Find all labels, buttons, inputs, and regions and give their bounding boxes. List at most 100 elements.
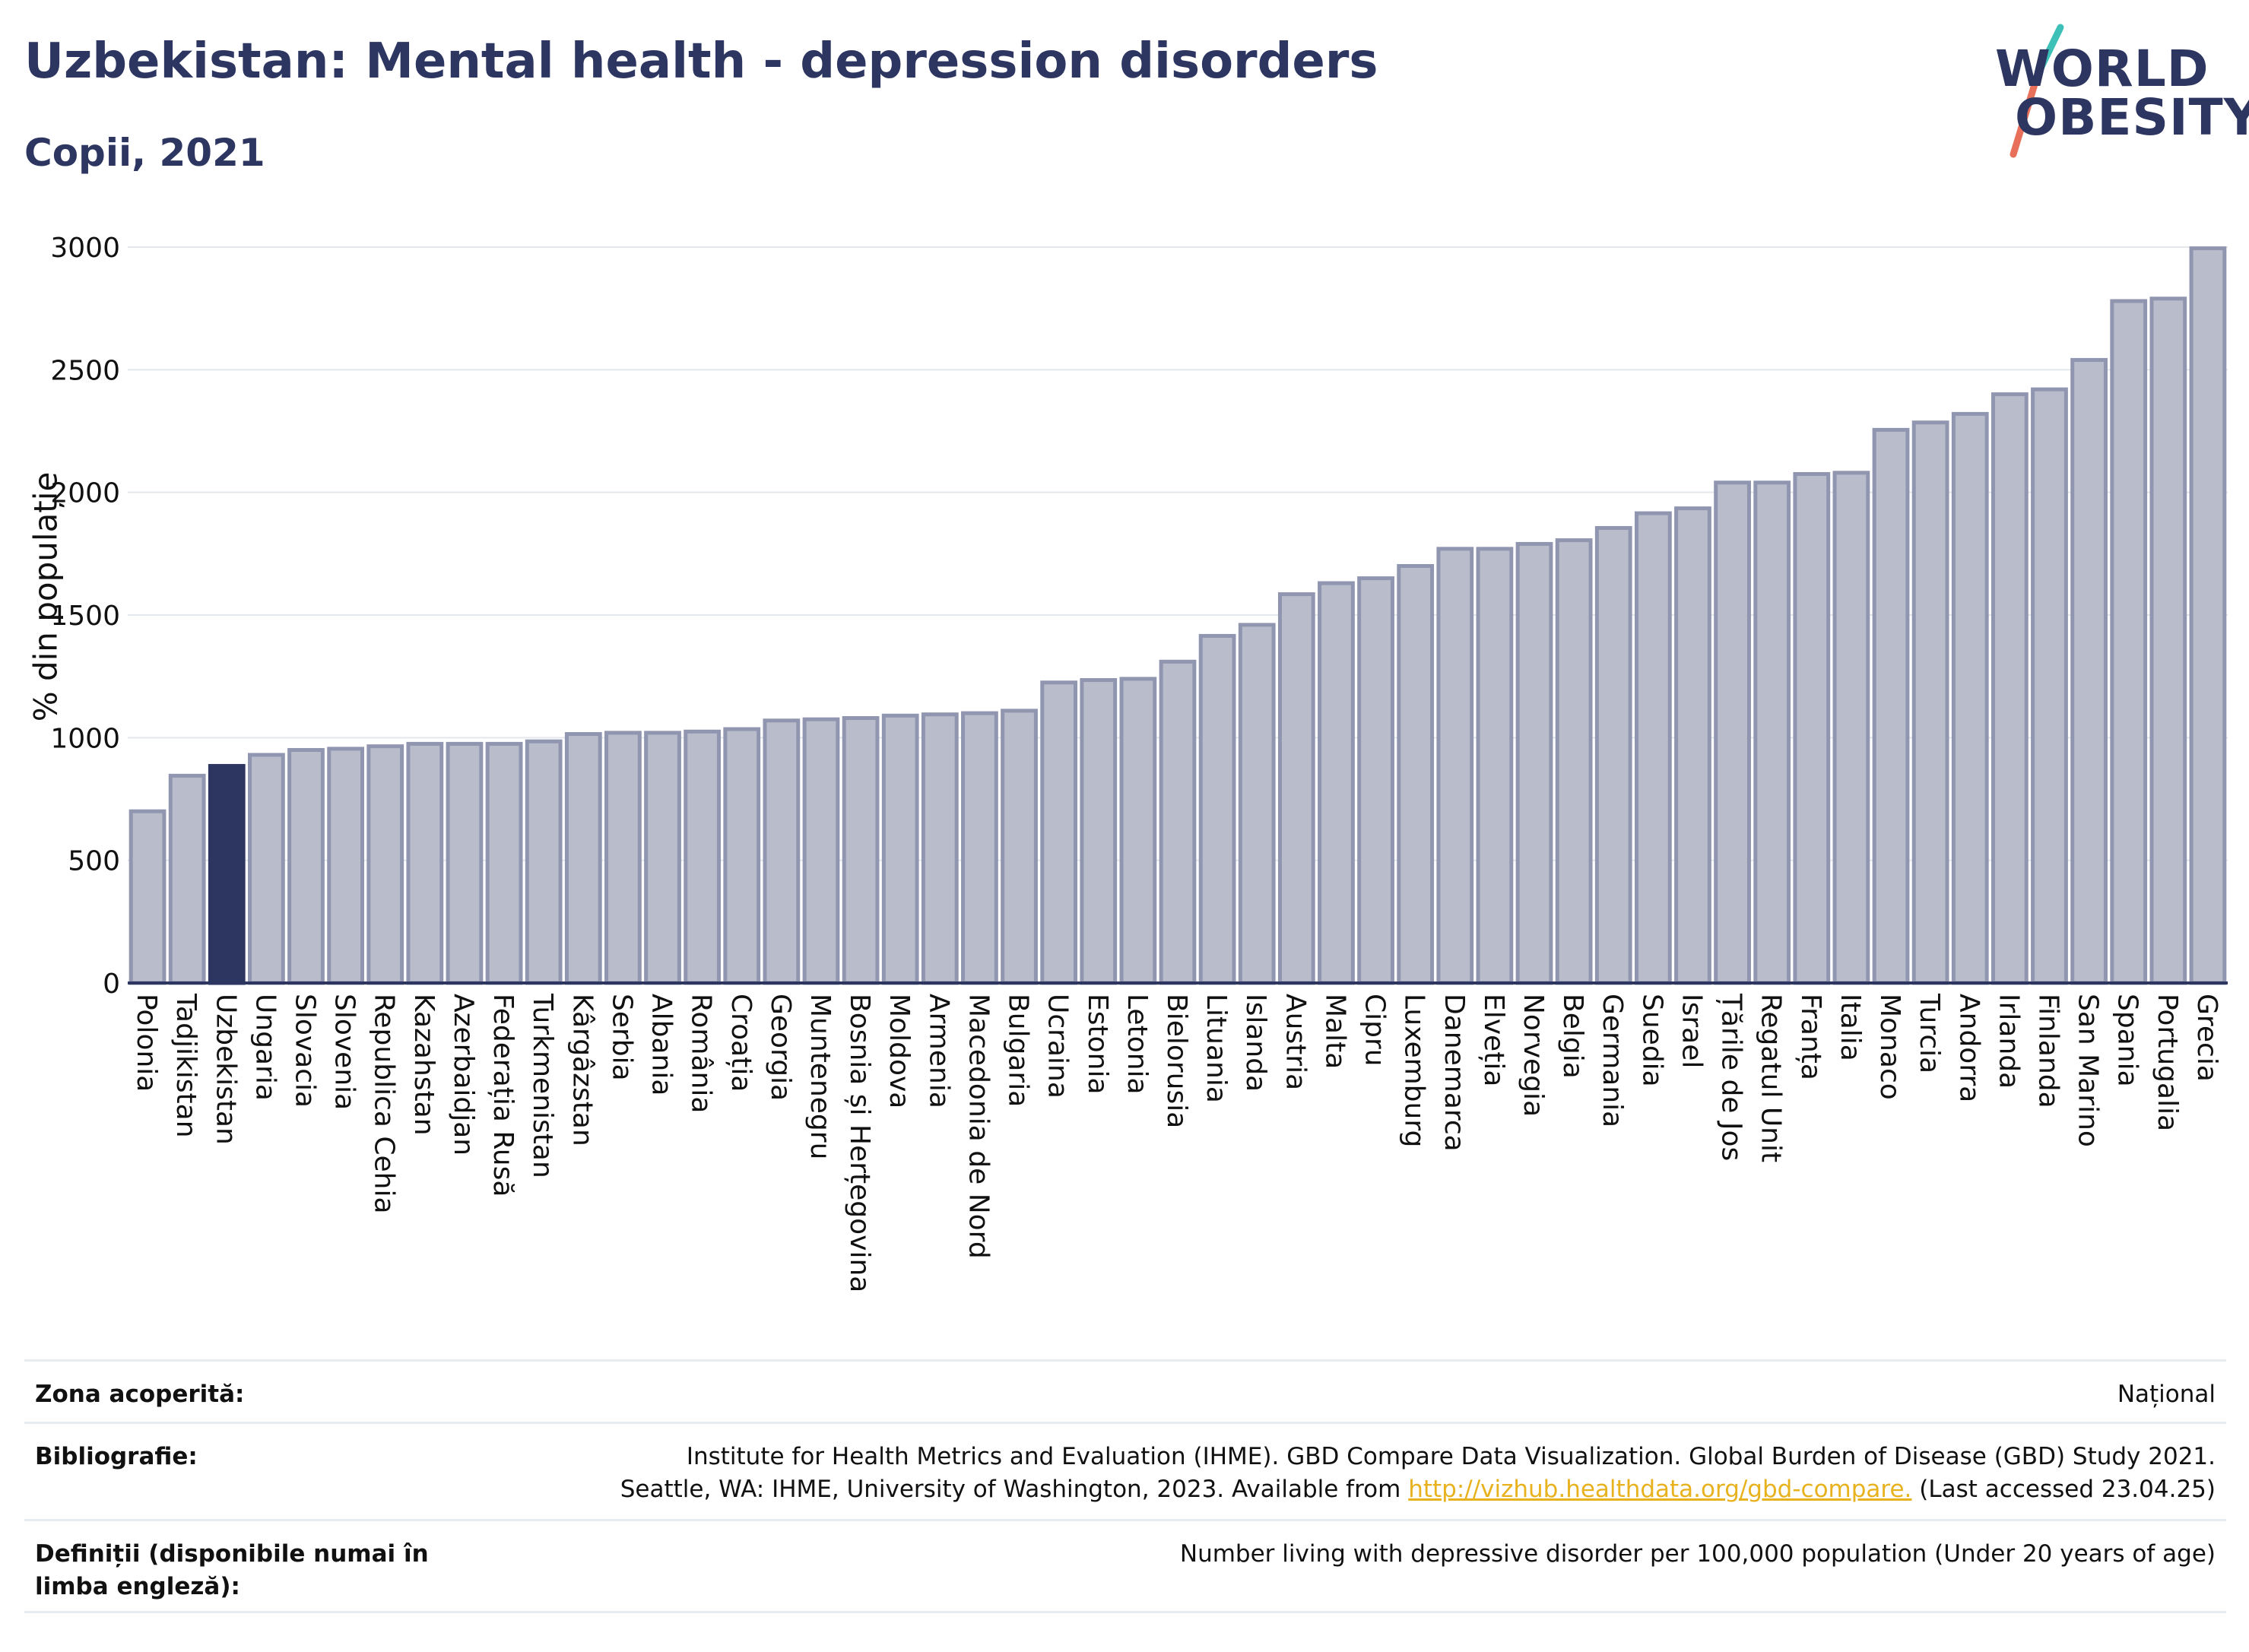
definitions-value: Number living with depressive disorder p… [1179,1540,2216,1568]
bar-21 [961,711,998,985]
bar-23 [1040,680,1078,985]
x-tick-label: Kârgâzstan [566,994,598,1146]
x-tick-label: Lituania [1201,994,1232,1103]
bar-14 [684,729,722,985]
bar-24 [1080,678,1118,985]
bar-39 [1674,506,1711,985]
x-tick-label: Macedonia de Nord [963,994,994,1259]
bar-20 [921,712,959,985]
x-tick-label: Letonia [1121,994,1153,1095]
bar-30 [1318,581,1355,985]
y-tick-label: 500 [68,846,120,877]
x-tick-label: Portugalia [2152,994,2183,1131]
x-tick-label: Bosnia și Herțegovina [844,994,875,1292]
bar-10 [525,739,563,985]
x-tick-label: Republica Cehia [369,994,400,1214]
x-tick-label: Regatul Unit [1756,994,1787,1162]
x-tick-label: Serbia [606,994,637,1081]
x-tick-label: Tadjikistan [170,993,201,1138]
bar-25 [1119,677,1157,985]
coverage-row: Zona acoperită: Național [24,1359,2226,1422]
bar-12 [604,731,642,985]
bar-0 [128,809,167,985]
bar-22 [1001,709,1038,985]
bar-41 [1753,480,1791,985]
metadata-table: Zona acoperită: Național Bibliografie: I… [24,1359,2226,1613]
bar-44 [1872,427,1910,985]
x-tick-label: Elveția [1478,994,1509,1086]
bar-38 [1634,511,1672,985]
x-tick-label: San Marino [2073,994,2104,1147]
bar-4 [287,747,325,985]
bar-32 [1397,563,1435,985]
bar-27 [1198,633,1236,985]
bar-31 [1357,576,1394,985]
bar-11 [564,731,602,985]
bar-16 [763,718,801,985]
x-tick-label: Cipru [1359,994,1391,1067]
bar-13 [644,731,681,985]
bar-50 [2110,299,2148,985]
x-tick-label: Kazahstan [408,994,439,1136]
x-tick-label: Azerbaidjan [448,994,479,1156]
y-tick-label: 1000 [50,723,120,754]
bar-46 [1951,411,1989,985]
bar-36 [1555,538,1593,985]
bar-chart: 0 500 1000 1500 2000 2500 3000 Polonia Tadjikis… [50,233,2228,1292]
x-tick-label: Irlanda [1993,994,2024,1089]
bibliography-label: Bibliografie: [35,1443,198,1470]
bar-37 [1594,525,1632,985]
world-obesity-logo: WORLD OBESITY [1977,21,2249,173]
logo-slash-icon [2010,24,2064,158]
bar-5 [327,747,365,985]
bibliography-link[interactable]: http://vizhub.healthdata.org/gbd-compare… [1408,1476,1912,1504]
bibliography-line2-pre: Seattle, WA: IHME, University of Washing… [620,1476,1409,1504]
x-tick-label: Slovacia [290,994,321,1108]
x-tick-label: Estonia [1082,994,1113,1095]
y-tick-label: 2000 [50,478,120,509]
definitions-row: Definiții (disponibile numai în limba en… [24,1519,2226,1613]
bibliography-value: Institute for Health Metrics and Evaluat… [620,1441,2216,1504]
y-axis-title: % din populație [27,471,65,722]
x-tick-label: Turcia [1914,993,1945,1073]
x-tick-label: Bielorusia [1161,994,1192,1128]
bar-43 [1832,471,1870,985]
x-tick-label: Andorra [1953,994,1984,1102]
logo-line1: WORLD [1995,40,2209,98]
y-axis-ticks: 0 500 1000 1500 2000 2500 3000 [50,233,120,1000]
definitions-label: Definiții (disponibile numai în limba en… [35,1540,429,1601]
x-tick-label: Norvegia [1518,994,1549,1117]
x-tick-label: Croația [725,994,757,1092]
x-tick-label: Suedia [1636,994,1667,1087]
bar-35 [1515,541,1553,985]
bar-17 [802,717,840,985]
bar-2 [208,763,246,985]
x-tick-label: România [686,994,717,1113]
bar-34 [1476,547,1514,985]
bibliography-line2-post: (Last accessed 23.04.25) [1911,1476,2216,1504]
x-tick-label: Italia [1835,994,1866,1061]
x-tick-label: Franța [1795,994,1826,1080]
bar-45 [1911,420,1949,985]
x-axis-labels: Polonia Tadjikistan Uzbekistan Ungaria Slova… [131,993,2222,1292]
x-tick-label: Ucraina [1042,994,1074,1099]
coverage-value: Național [2117,1381,2216,1408]
bar-29 [1277,592,1315,985]
bar-33 [1436,547,1474,985]
bar-7 [406,741,444,985]
bar-40 [1714,480,1751,985]
bars [128,246,2227,985]
x-tick-label: Muntenegru [804,994,836,1159]
x-tick-label: Danemarca [1439,994,1470,1152]
bar-51 [2149,296,2187,985]
coverage-label: Zona acoperită: [35,1381,245,1408]
x-tick-label: Slovenia [329,994,360,1110]
x-tick-label: Germania [1597,994,1628,1127]
bar-48 [2031,387,2068,985]
bibliography-row: Bibliografie: Institute for Health Metri… [24,1422,2226,1519]
x-tick-label: Ungaria [249,994,281,1101]
y-tick-label: 1500 [50,601,120,632]
x-tick-label: Islanda [1240,994,1271,1092]
x-tick-label: Albania [646,994,677,1096]
y-tick-label: 0 [103,969,120,1000]
